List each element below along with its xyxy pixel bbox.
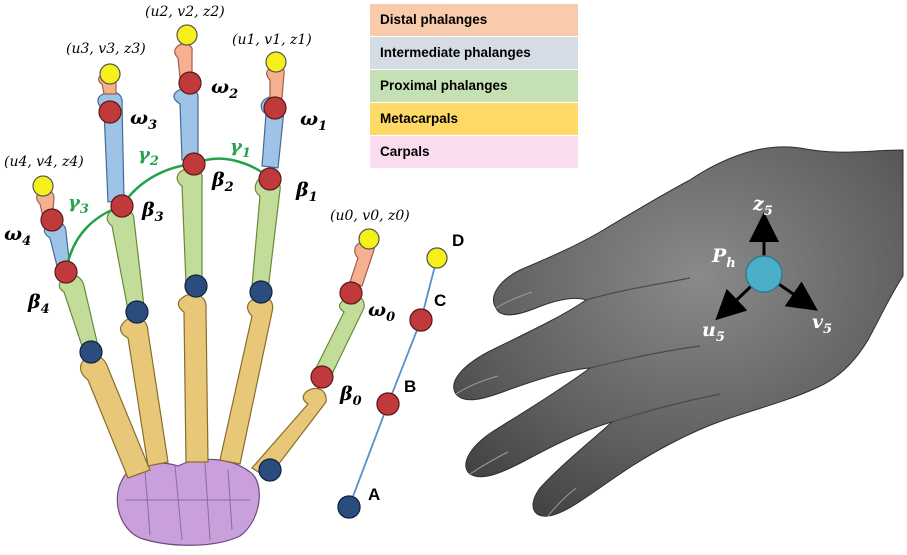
abcd-chain (348, 257, 438, 508)
metacarpal-bones (79, 293, 327, 479)
legend-item-intermediate: Intermediate phalanges (370, 37, 578, 69)
tip-point-1 (265, 51, 287, 73)
skeleton-labels: (u0, v0, z0) (u1, v1, z1) (u2, v2, z2) (… (4, 4, 464, 504)
omega2-joint (178, 71, 202, 95)
legend-item-metacarpals: Metacarpals (370, 103, 578, 135)
omega3-joint (98, 100, 122, 124)
palm-frame: Ph z5 u5 v5 (702, 193, 832, 345)
tip-point-4 (32, 175, 54, 197)
beta3-joint (110, 194, 134, 218)
axis-u-label: u5 (702, 319, 725, 345)
tip-point-0 (358, 228, 380, 250)
legend-item-proximal: Proximal phalanges (370, 70, 578, 102)
omega4-label: ω4 (4, 223, 31, 249)
coord-label-4: (u4, v4, z4) (4, 154, 84, 170)
legend-item-carpals: Carpals (370, 136, 578, 168)
coord-label-1: (u1, v1, z1) (232, 32, 312, 48)
proximal-phalanges (58, 167, 365, 375)
axis-z-label: z5 (752, 193, 773, 219)
beta4-label: β4 (27, 291, 50, 317)
omega2-label: ω2 (211, 76, 238, 102)
gamma2-label: γ2 (138, 144, 159, 169)
point-a-label: A (368, 485, 380, 504)
hand-mesh (453, 146, 904, 517)
omega0-label: ω0 (368, 299, 395, 325)
axis-v-label: v5 (812, 311, 832, 337)
intermediate-phalanges (43, 87, 285, 271)
gamma-arcs (64, 157, 271, 273)
beta2-label: β2 (211, 169, 234, 195)
point-d-label: D (452, 231, 464, 250)
coord-label-0: (u0, v0, z0) (330, 208, 410, 224)
legend-item-distal: Distal phalanges (370, 4, 578, 36)
abcd-chain-joints (337, 247, 448, 519)
omega4-joint (40, 208, 64, 232)
beta3-label: β3 (141, 199, 164, 225)
coord-label-2: (u2, v2, z2) (145, 4, 225, 20)
tip-point-3 (99, 63, 121, 85)
tip-point-2 (176, 24, 198, 46)
beta1-joint (258, 167, 282, 191)
beta1-label: β1 (295, 179, 318, 205)
gamma3-label: γ3 (68, 192, 89, 217)
point-c-label: C (434, 291, 446, 310)
beta0-joint (310, 365, 334, 389)
gamma1-label: γ1 (230, 136, 251, 161)
bone-legend: Distal phalanges Intermediate phalanges … (370, 4, 578, 169)
beta2-joint (182, 152, 206, 176)
coord-label-3: (u3, v3, z3) (66, 41, 146, 57)
beta0-label: β0 (339, 383, 362, 409)
carpal-bones (116, 458, 260, 546)
hand-skeleton: (u0, v0, z0) (u1, v1, z1) (u2, v2, z2) (… (4, 4, 464, 546)
omega1-joint (263, 96, 287, 120)
palm-label: Ph (711, 245, 736, 271)
omega0-joint (339, 281, 363, 305)
point-b-label: B (404, 377, 416, 396)
beta4-joint (54, 260, 78, 284)
omega1-label: ω1 (300, 108, 327, 134)
palm-point (745, 255, 783, 293)
omega3-label: ω3 (130, 107, 157, 133)
